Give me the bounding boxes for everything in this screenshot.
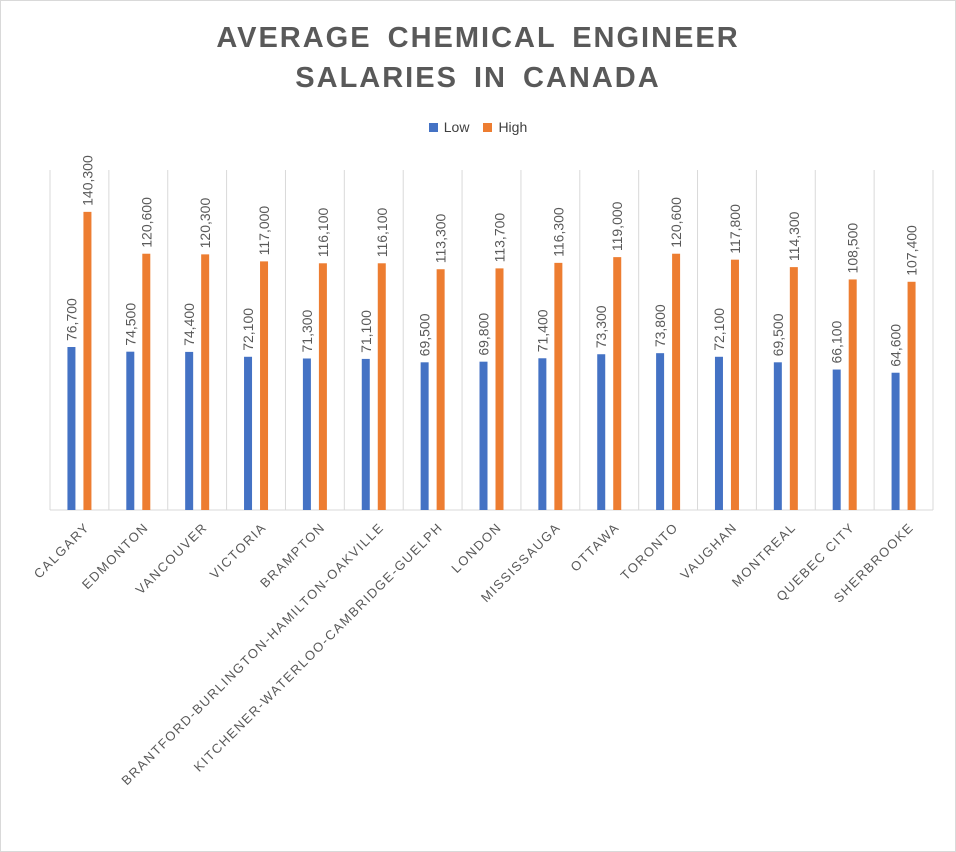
data-label-low: 74,500 [122,303,138,346]
x-tick-label: VICTORIA [207,520,269,582]
data-label-low: 69,500 [770,313,786,356]
legend-label-high: High [498,119,528,135]
data-label-high: 117,800 [727,204,743,254]
bar-low [244,356,253,510]
data-label-high: 120,600 [668,197,684,248]
bar-high [201,254,210,510]
x-tick-label: LONDON [448,520,504,576]
data-label-low: 76,700 [63,298,79,341]
bar-high [495,268,504,510]
legend-item-low: Low [428,119,470,135]
data-label-high: 114,300 [786,211,802,261]
chart-legend: Low High [0,119,956,135]
bar-high [613,257,622,510]
bar-low [773,362,782,510]
data-label-high: 116,300 [550,207,566,257]
bar-low [67,347,76,510]
bar-high [554,262,563,510]
data-label-low: 69,500 [417,313,433,356]
bar-high [672,253,681,510]
bar-low [832,369,841,510]
data-label-high: 120,600 [138,197,154,248]
legend-swatch-high [483,122,493,132]
data-label-low: 74,400 [181,303,197,346]
x-tick-label: TORONTO [618,520,682,584]
bar-high [848,279,857,510]
data-label-high: 116,100 [374,208,390,258]
bar-low [302,358,311,510]
data-label-low: 73,800 [652,304,668,347]
legend-label-low: Low [443,119,470,135]
bar-high [260,261,269,510]
bar-high [730,259,739,510]
x-tick-label: VAUGHAN [677,520,740,583]
data-label-low: 69,800 [476,313,492,356]
bar-high [907,281,916,510]
data-label-high: 140,300 [79,155,95,206]
bar-low [479,361,488,510]
legend-item-high: High [483,119,527,135]
data-label-low: 71,100 [358,310,374,353]
bar-low [538,358,547,510]
data-label-low: 66,100 [829,321,845,364]
legend-swatch-low [428,122,438,132]
data-label-high: 119,000 [609,201,625,251]
chart-title-line-1: AVERAGE CHEMICAL ENGINEER [216,22,740,54]
data-label-high: 113,700 [492,213,508,263]
bar-high [83,211,92,511]
chart-title-line-2: SALARIES IN CANADA [295,62,661,94]
data-label-low: 73,300 [593,305,609,348]
bar-low [656,353,665,510]
x-tick-label: CALGARY [31,520,93,582]
bar-low [714,356,723,510]
data-label-high: 117,000 [256,206,272,256]
data-label-high: 107,400 [904,225,920,276]
bar-high [436,269,445,510]
data-label-low: 71,400 [534,309,550,352]
bar-high [789,267,798,510]
bar-low [126,351,135,510]
data-label-high: 108,500 [845,223,861,274]
data-label-low: 72,100 [711,308,727,351]
bar-low [891,372,900,510]
bar-low [185,351,194,510]
data-label-low: 64,600 [888,324,904,367]
x-tick-label: OTTAWA [567,520,622,575]
data-label-high: 120,300 [197,198,213,249]
bar-high [318,263,327,510]
data-label-high: 116,100 [315,208,331,258]
bar-high [377,263,386,510]
bar-low [597,354,606,510]
data-label-low: 72,100 [240,308,256,351]
chart-title: AVERAGE CHEMICAL ENGINEER SALARIES IN CA… [0,18,956,98]
bar-low [361,358,370,510]
bar-high [142,253,151,510]
data-label-high: 113,300 [433,213,449,263]
data-label-low: 71,300 [299,309,315,352]
bar-low [420,362,429,510]
